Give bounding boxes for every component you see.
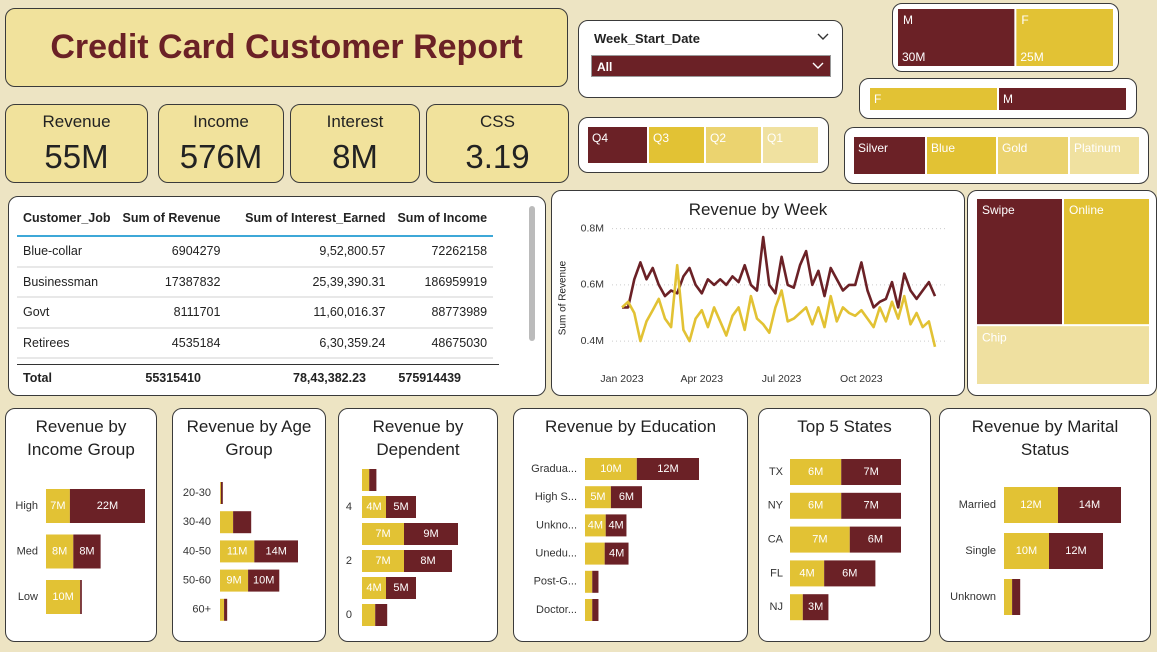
table-cell: 72262158 <box>391 236 494 268</box>
bar-chart-panel: Revenue by Education <box>513 408 748 642</box>
kpi-value: 3.19 <box>465 138 530 175</box>
bar-chart-panel: Revenue by Dependent <box>338 408 498 642</box>
table-total: Total 55315410 78,43,382.23 575914439 <box>17 364 467 393</box>
chart-title: Revenue by Age Group <box>186 417 312 459</box>
table-scroll: Customer_Job Sum of Revenue Sum of Interes… <box>17 201 517 365</box>
kpi-label: Revenue <box>42 112 111 131</box>
slicer-dropdown[interactable]: All <box>591 55 831 77</box>
kpi-label: CSS <box>480 112 515 131</box>
table-cell: 4535184 <box>116 327 227 359</box>
line-chart-panel: Revenue by Week <box>551 190 965 396</box>
chart-title: Top 5 States <box>797 417 892 436</box>
chart-title: Revenue by Dependent <box>372 417 464 459</box>
table-cell: 11,60,016.37 <box>226 297 392 329</box>
table-cell: Govt <box>17 297 117 329</box>
chevron-icon[interactable] <box>817 33 829 41</box>
bar-chart-panel: Top 5 States <box>758 408 931 642</box>
total-cell: 78,43,382.23 <box>293 371 366 386</box>
slicer-label: Week_Start_Date <box>594 31 700 46</box>
total-row: Total 55315410 78,43,382.23 575914439 <box>17 364 467 393</box>
slicer-button[interactable]: Platinum <box>1069 136 1140 175</box>
table-row: Retirees 4535184 6,30,359.24 48675030 <box>17 327 494 359</box>
kpi-card: Revenue 55M <box>5 104 148 183</box>
gender-treemap-panel <box>892 3 1119 72</box>
slicer-button[interactable]: Q1 <box>762 126 819 164</box>
table-cell: 8111701 <box>116 297 227 329</box>
kpi-value: 55M <box>44 138 109 175</box>
column-header: Customer_Job <box>17 201 117 237</box>
table-cell: 17387832 <box>116 266 227 298</box>
slicer-button[interactable]: Silver <box>853 136 926 175</box>
kpi-card: Income 576M <box>158 104 284 183</box>
table-cell: 6904279 <box>116 236 227 268</box>
total-cell: 55315410 <box>145 371 201 386</box>
column-header: Sum of Income <box>391 201 494 237</box>
table-cell: Selfemployeed <box>17 358 117 365</box>
column-header: Sum of Revenue <box>116 201 227 237</box>
total-cell: 575914439 <box>398 371 461 386</box>
slicer-button[interactable]: F <box>869 87 998 111</box>
total-cell: Total <box>23 371 52 386</box>
chart-title: Revenue by Week <box>688 200 828 219</box>
table-row: Selfemployeed936175011,19,741.8175313388 <box>17 358 494 365</box>
card-category-slicer: Silver Blue Gold Platinum <box>844 127 1149 184</box>
chart-title: Revenue by Education <box>544 417 717 436</box>
kpi-card: CSS 3.19 <box>426 104 569 183</box>
job-table-panel: Customer_Job Sum of Revenue Sum of Interes… <box>8 196 546 396</box>
kpi-card: Interest 8M <box>290 104 420 183</box>
table-cell: 6,30,359.24 <box>226 327 392 359</box>
table-cell: Businessman <box>17 266 117 298</box>
bar-chart-panel: Revenue by Income Group <box>5 408 157 642</box>
kpi-label: Interest <box>326 112 384 131</box>
job-table: Customer_Job Sum of Revenue Sum of Interes… <box>17 201 494 365</box>
chart-title: Revenue by Marital Status <box>971 417 1119 459</box>
table-cell: Blue-collar <box>17 236 117 268</box>
column-header: Sum of Interest_Earned <box>226 201 392 237</box>
table-cell: Retirees <box>17 327 117 359</box>
table-row: Businessman 17387832 25,39,390.31 186959919 <box>17 266 494 298</box>
slicer-button[interactable]: Gold <box>997 136 1069 175</box>
payment-treemap-panel <box>967 190 1157 396</box>
report-title: Credit Card Customer Report <box>5 8 568 87</box>
slicer-button[interactable]: Q4 <box>587 126 648 164</box>
quarter-slicer: Q4 Q3 Q2 Q1 <box>578 117 829 173</box>
bar-chart-panel: Revenue by Marital Status <box>939 408 1151 642</box>
slicer-selected: All <box>597 60 613 74</box>
table-cell: 48675030 <box>391 327 494 359</box>
table-header: Customer_Job Sum of Revenue Sum of Interes… <box>17 201 494 237</box>
slicer-button[interactable]: Q2 <box>705 126 762 164</box>
scrollbar[interactable] <box>529 206 535 341</box>
table-row: Govt 8111701 11,60,016.37 88773989 <box>17 297 494 329</box>
table-cell: 9,52,800.57 <box>226 236 392 268</box>
slicer-button[interactable]: Q3 <box>648 126 705 164</box>
kpi-value: 8M <box>332 138 378 175</box>
table-cell: 11,19,741.81 <box>226 358 392 365</box>
table-cell: 25,39,390.31 <box>226 266 392 298</box>
bar-chart-panel: Revenue by Age Group <box>172 408 326 642</box>
kpi-value: 576M <box>179 138 263 175</box>
table-cell: 186959919 <box>391 266 494 298</box>
week-slicer: Week_Start_Date All <box>578 20 843 98</box>
table-cell: 88773989 <box>391 297 494 329</box>
slicer-button[interactable]: M <box>998 87 1127 111</box>
table-cell: 9361750 <box>116 358 227 365</box>
slicer-button[interactable]: Blue <box>926 136 997 175</box>
table-cell: 75313388 <box>391 358 494 365</box>
chart-title: Revenue by Income Group <box>27 417 135 459</box>
kpi-label: Income <box>193 112 249 131</box>
table-row: Blue-collar 6904279 9,52,800.57 72262158 <box>17 236 494 268</box>
chevron-icon <box>812 62 824 69</box>
table-total-rule <box>17 364 499 365</box>
